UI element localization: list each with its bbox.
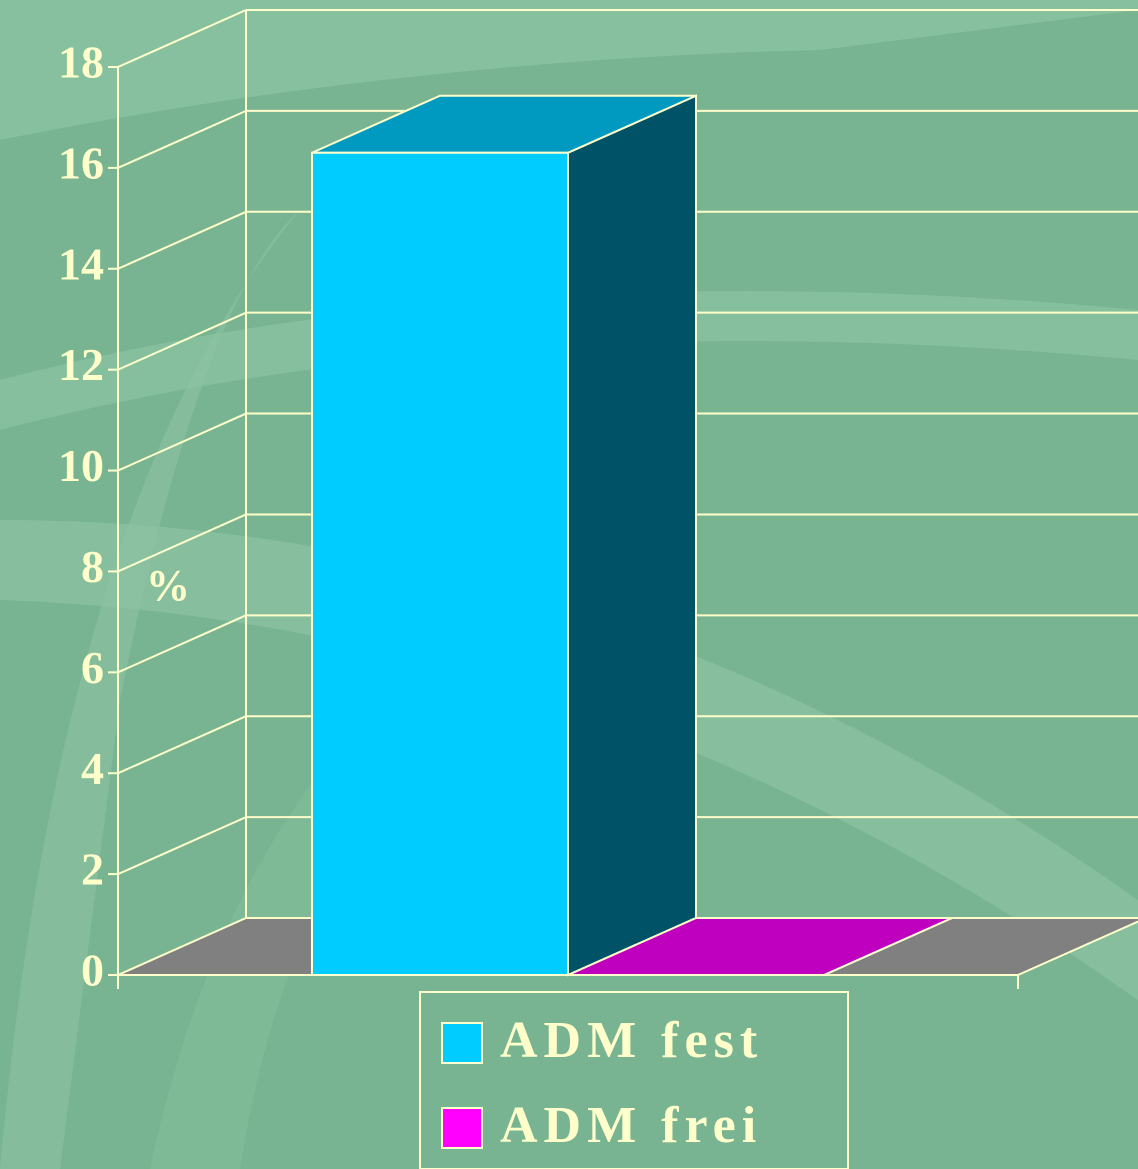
- y-tick-label: 18: [58, 37, 104, 88]
- y-tick-label: 8: [81, 541, 104, 592]
- bar-top: [567, 917, 953, 976]
- legend-label: ADM fest: [500, 1012, 763, 1069]
- grid-line-side: [117, 210, 247, 270]
- y-tick-label: 12: [58, 339, 104, 390]
- grid-line-side: [117, 614, 247, 674]
- legend-swatch: [441, 1022, 483, 1064]
- decor: [0, 291, 1138, 430]
- bar: [567, 917, 953, 976]
- decor: [0, 210, 300, 1169]
- decor: [150, 560, 600, 1169]
- y-tick-label: 16: [58, 137, 104, 188]
- decor: [0, 0, 1138, 140]
- grid-line-side: [117, 412, 247, 472]
- grid-line-side: [117, 816, 247, 876]
- plot: 0 2 4 6 8 10 12 14 16 18: [58, 9, 1138, 996]
- bar-front: [311, 151, 569, 976]
- legend-swatch: [441, 1107, 483, 1149]
- floor-edge: [1017, 920, 1138, 976]
- grid-line-side: [117, 311, 247, 371]
- legend-box: [419, 991, 849, 1169]
- legend: ADM fest ADM frei: [441, 1012, 763, 1154]
- grid-line-side: [117, 9, 247, 68]
- grid-line-side: [117, 109, 247, 169]
- bar-side: [567, 94, 697, 977]
- y-tick-label: 10: [58, 440, 104, 491]
- grid-line-side: [117, 715, 247, 775]
- y-tick-label: 2: [81, 844, 104, 895]
- y-tick-label: 14: [58, 238, 104, 289]
- y-tick-label: 0: [81, 945, 104, 996]
- y-axis-label: %: [146, 561, 190, 610]
- grid-line-side: [117, 513, 247, 573]
- bar: [311, 94, 697, 977]
- grid-line-side: [117, 917, 247, 976]
- y-tick-label: 6: [81, 642, 104, 693]
- y-tick-label: 4: [81, 743, 104, 794]
- legend-label: ADM frei: [500, 1097, 762, 1154]
